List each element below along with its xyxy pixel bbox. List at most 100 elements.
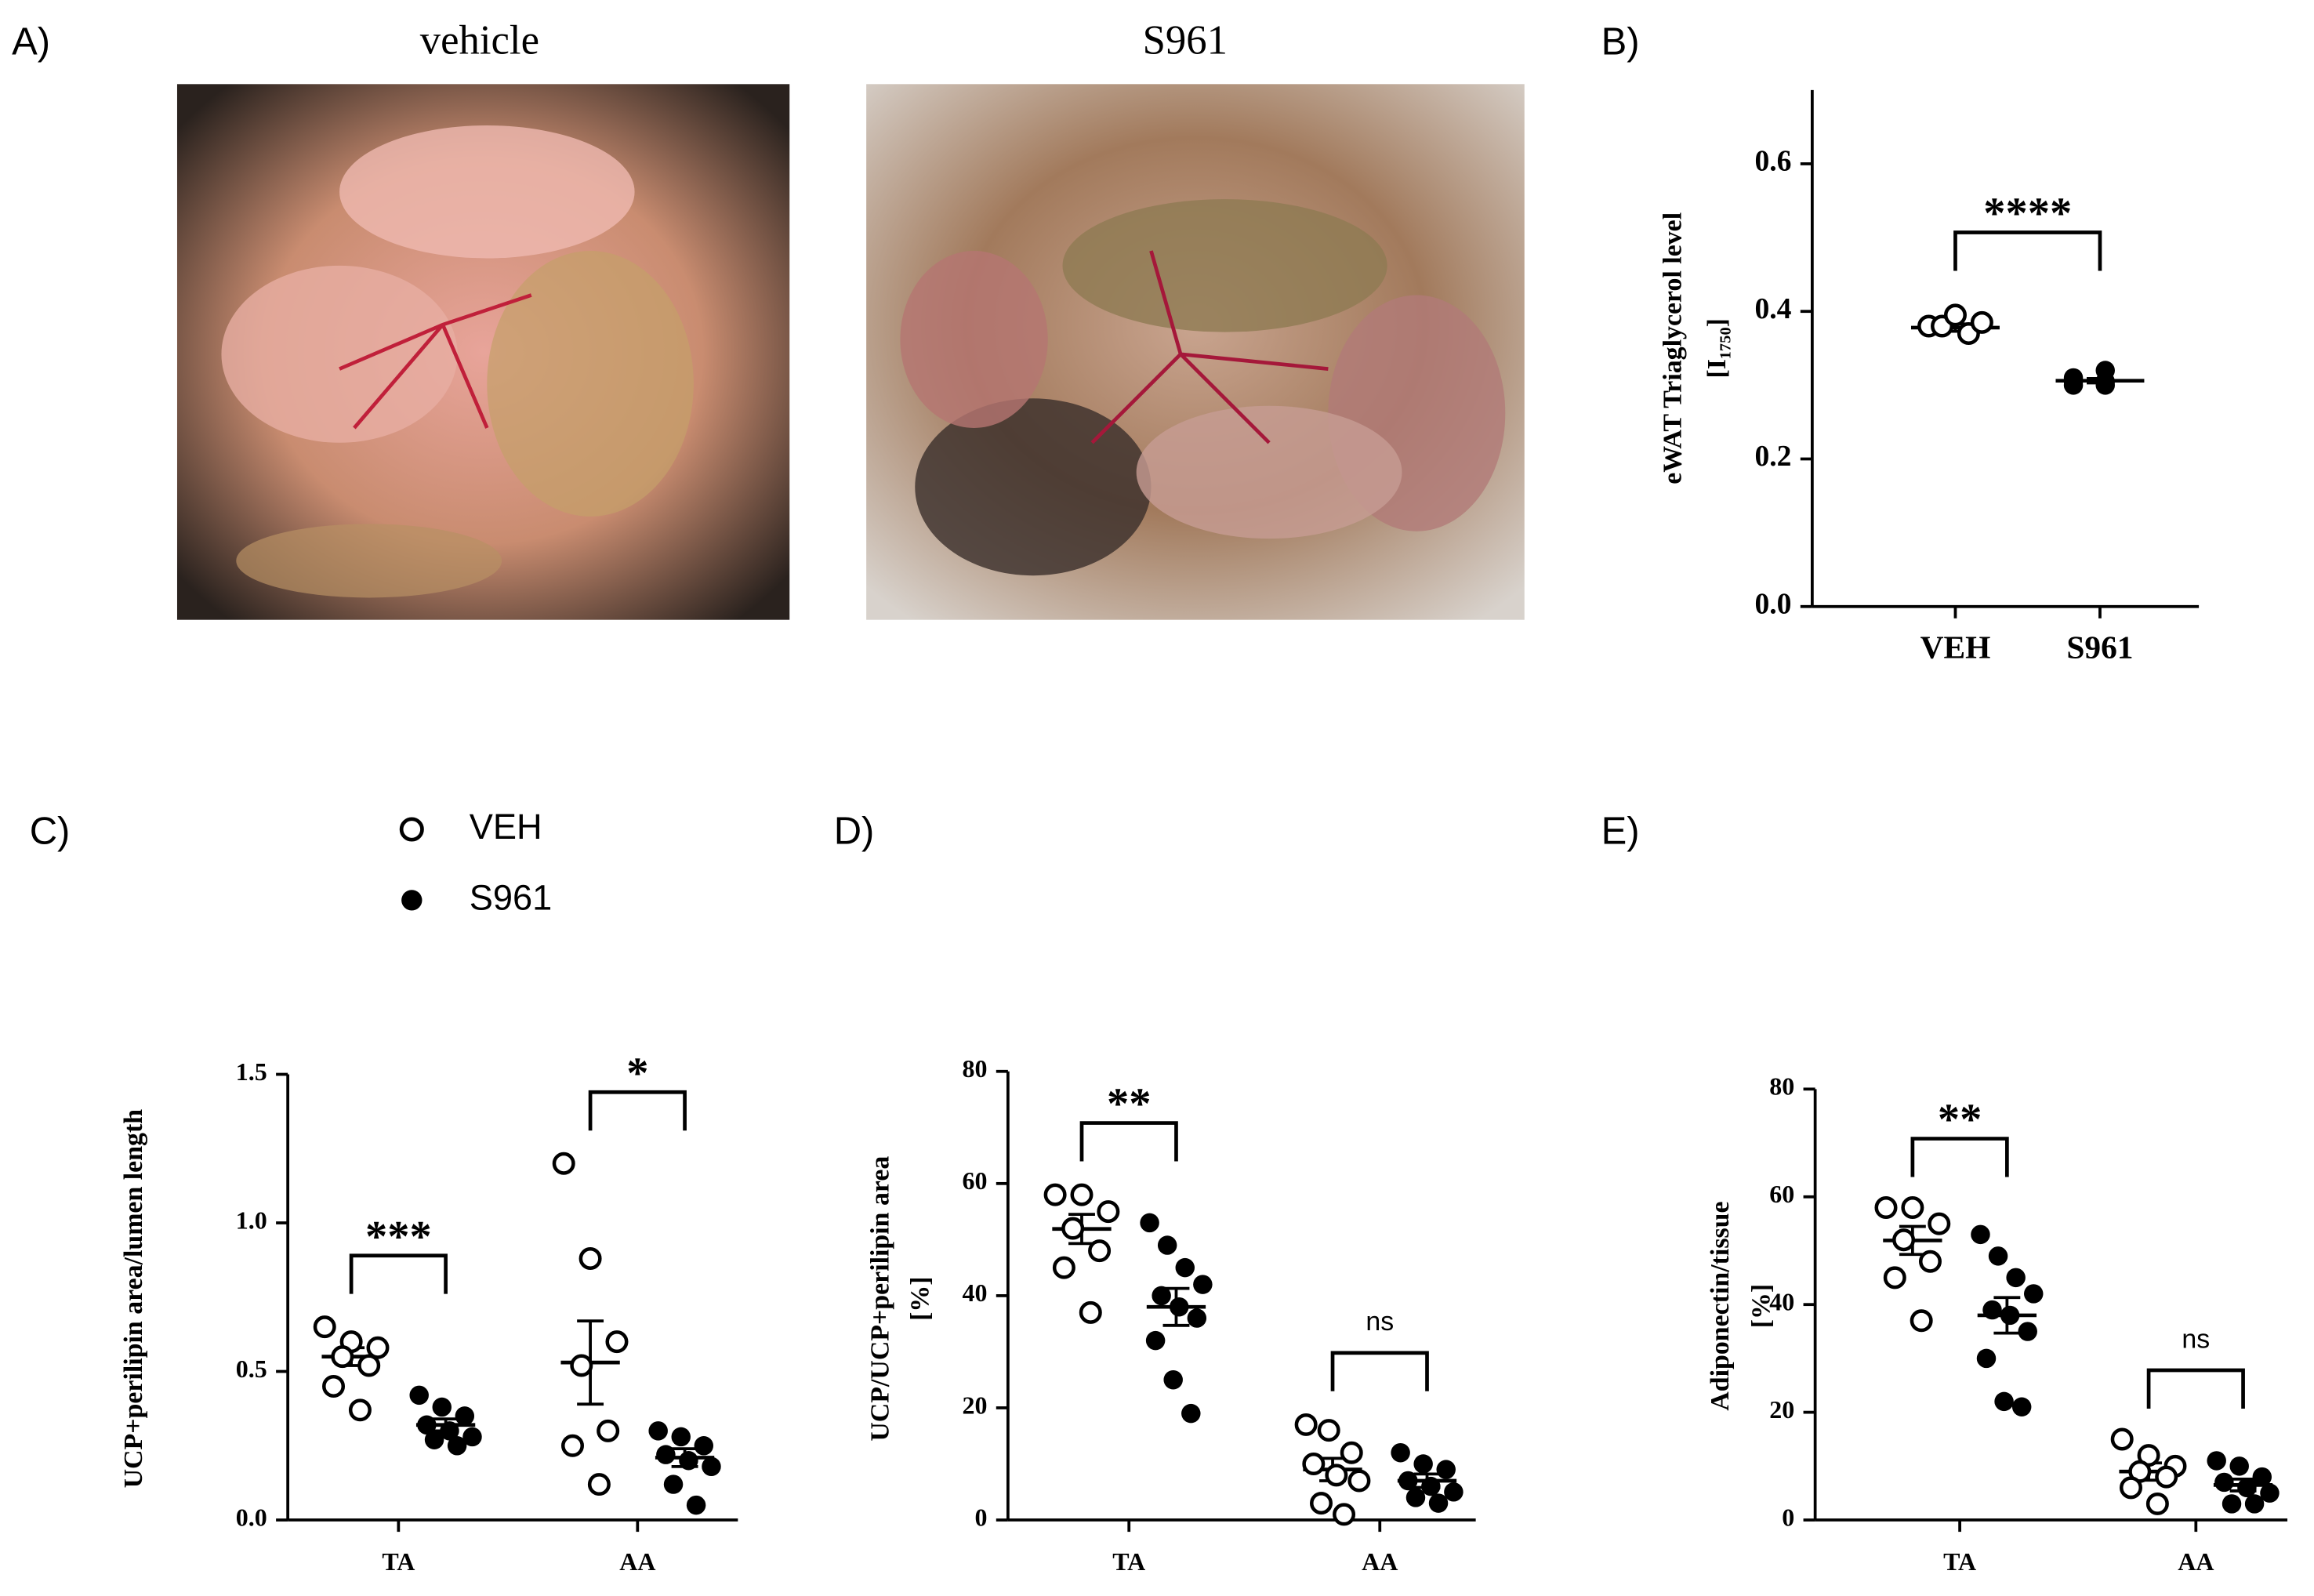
data-point <box>1097 1200 1120 1224</box>
data-point <box>2000 1305 2020 1326</box>
data-point <box>2018 1322 2037 1341</box>
legend-marker <box>401 890 423 911</box>
y-axis-label: eWAT Triaglycerol level <box>1659 212 1688 484</box>
legend: VEH S961 <box>399 807 553 917</box>
data-point <box>1444 1482 1463 1502</box>
data-point <box>694 1436 714 1456</box>
data-point <box>686 1495 706 1515</box>
data-point <box>1181 1403 1201 1424</box>
data-point <box>1976 1348 1997 1369</box>
data-point <box>1901 1196 1924 1220</box>
significance-bracket <box>1079 1121 1178 1162</box>
data-point <box>1347 1469 1371 1493</box>
significance-label: **** <box>1983 190 2072 238</box>
data-point <box>455 1406 475 1426</box>
panel-label: B) <box>1601 20 1640 63</box>
y-tick-label: 0.6 <box>1754 145 1791 178</box>
data-point <box>570 1354 593 1377</box>
panel-label: E) <box>1601 811 1640 853</box>
data-point <box>1187 1308 1207 1328</box>
data-point <box>679 1451 698 1471</box>
x-tick-label: TA <box>1943 1547 1976 1576</box>
data-point <box>322 1374 346 1398</box>
data-point <box>1325 1464 1348 1487</box>
y-tick-label: 1.5 <box>236 1057 267 1086</box>
y-axis-label: UCP/UCP+perilipin area <box>866 1156 895 1442</box>
data-point <box>1994 1391 2014 1412</box>
data-point <box>1405 1488 1426 1507</box>
data-point <box>656 1445 676 1464</box>
data-point <box>1340 1441 1363 1464</box>
data-point <box>1413 1454 1433 1474</box>
significance-label: ** <box>1938 1096 1982 1144</box>
data-point <box>702 1456 721 1477</box>
data-point <box>1043 1183 1067 1206</box>
data-point <box>2207 1451 2226 1471</box>
legend-marker <box>399 817 424 842</box>
data-point <box>1970 310 1993 334</box>
data-point <box>1170 1297 1189 1317</box>
y-tick-label: 80 <box>1769 1072 1794 1101</box>
legend-label: VEH <box>470 807 542 847</box>
data-point <box>1918 1250 1942 1273</box>
data-point <box>1883 1266 1906 1289</box>
data-point <box>663 1474 684 1494</box>
data-point <box>1988 1246 2008 1266</box>
x-tick-label: TA <box>1112 1547 1145 1576</box>
data-point <box>409 1385 429 1406</box>
data-point <box>1088 1239 1112 1263</box>
chart: E) Adiponectin/tissue [%] 0 20 40 60 80 TA AA ** ns <box>1601 811 2288 1576</box>
data-point <box>1070 1183 1094 1206</box>
data-point <box>1079 1300 1102 1324</box>
significance-bracket <box>2146 1368 2245 1409</box>
chart: C) UCP+perilipin area/lumen length 0.0 0.5 1… <box>30 811 738 1576</box>
data-point <box>1140 1213 1159 1233</box>
data-point <box>2011 1397 2032 1416</box>
data-point <box>1982 1300 2002 1320</box>
data-point <box>2222 1494 2242 1514</box>
chart: B) eWAT Triaglycerol level [I₁₇₅₀] 0.0 0.2 0.… <box>1601 20 2200 666</box>
y-tick-label: 1.0 <box>236 1206 267 1234</box>
data-point <box>432 1397 452 1417</box>
significance-label: ns <box>2182 1324 2210 1354</box>
data-point <box>1163 1369 1183 1390</box>
data-point <box>424 1430 444 1449</box>
y-tick-label: 40 <box>963 1279 988 1307</box>
data-point <box>1421 1476 1441 1496</box>
y-tick-label: 0.5 <box>236 1355 267 1383</box>
data-point <box>1428 1493 1449 1513</box>
y-tick-label: 0 <box>975 1503 988 1531</box>
data-point <box>2063 372 2084 391</box>
data-point <box>2214 1472 2234 1493</box>
data-point <box>605 1330 629 1354</box>
data-point <box>1391 1442 1410 1463</box>
data-point <box>648 1421 668 1441</box>
data-point <box>1157 1235 1177 1255</box>
significance-bracket <box>588 1090 687 1131</box>
significance-label: ** <box>1107 1080 1151 1129</box>
x-tick-label: AA <box>2178 1547 2214 1576</box>
data-point <box>357 1354 381 1377</box>
data-point <box>348 1398 372 1422</box>
panel-label: D) <box>834 811 875 853</box>
significance-bracket <box>1953 230 2102 271</box>
y-tick-label: 60 <box>1769 1180 1794 1208</box>
panel-label: C) <box>30 811 71 853</box>
legend-label: S961 <box>470 877 553 917</box>
data-point <box>1333 1503 1356 1526</box>
x-tick-label: VEH <box>1920 629 1991 666</box>
data-point <box>1892 1228 1916 1252</box>
data-point <box>2244 1494 2265 1514</box>
data-point <box>1052 1256 1075 1279</box>
photo-title: vehicle <box>420 18 539 63</box>
data-point <box>2006 1268 2026 1288</box>
data-point <box>366 1336 390 1359</box>
y-axis-label: UCP+perilipin area/lumen length <box>119 1109 148 1489</box>
data-point <box>2095 375 2115 395</box>
data-point <box>2110 1427 2134 1451</box>
significance-bracket <box>349 1253 448 1294</box>
data-point <box>671 1427 691 1447</box>
data-point <box>1193 1275 1213 1294</box>
data-point <box>2120 1476 2142 1500</box>
